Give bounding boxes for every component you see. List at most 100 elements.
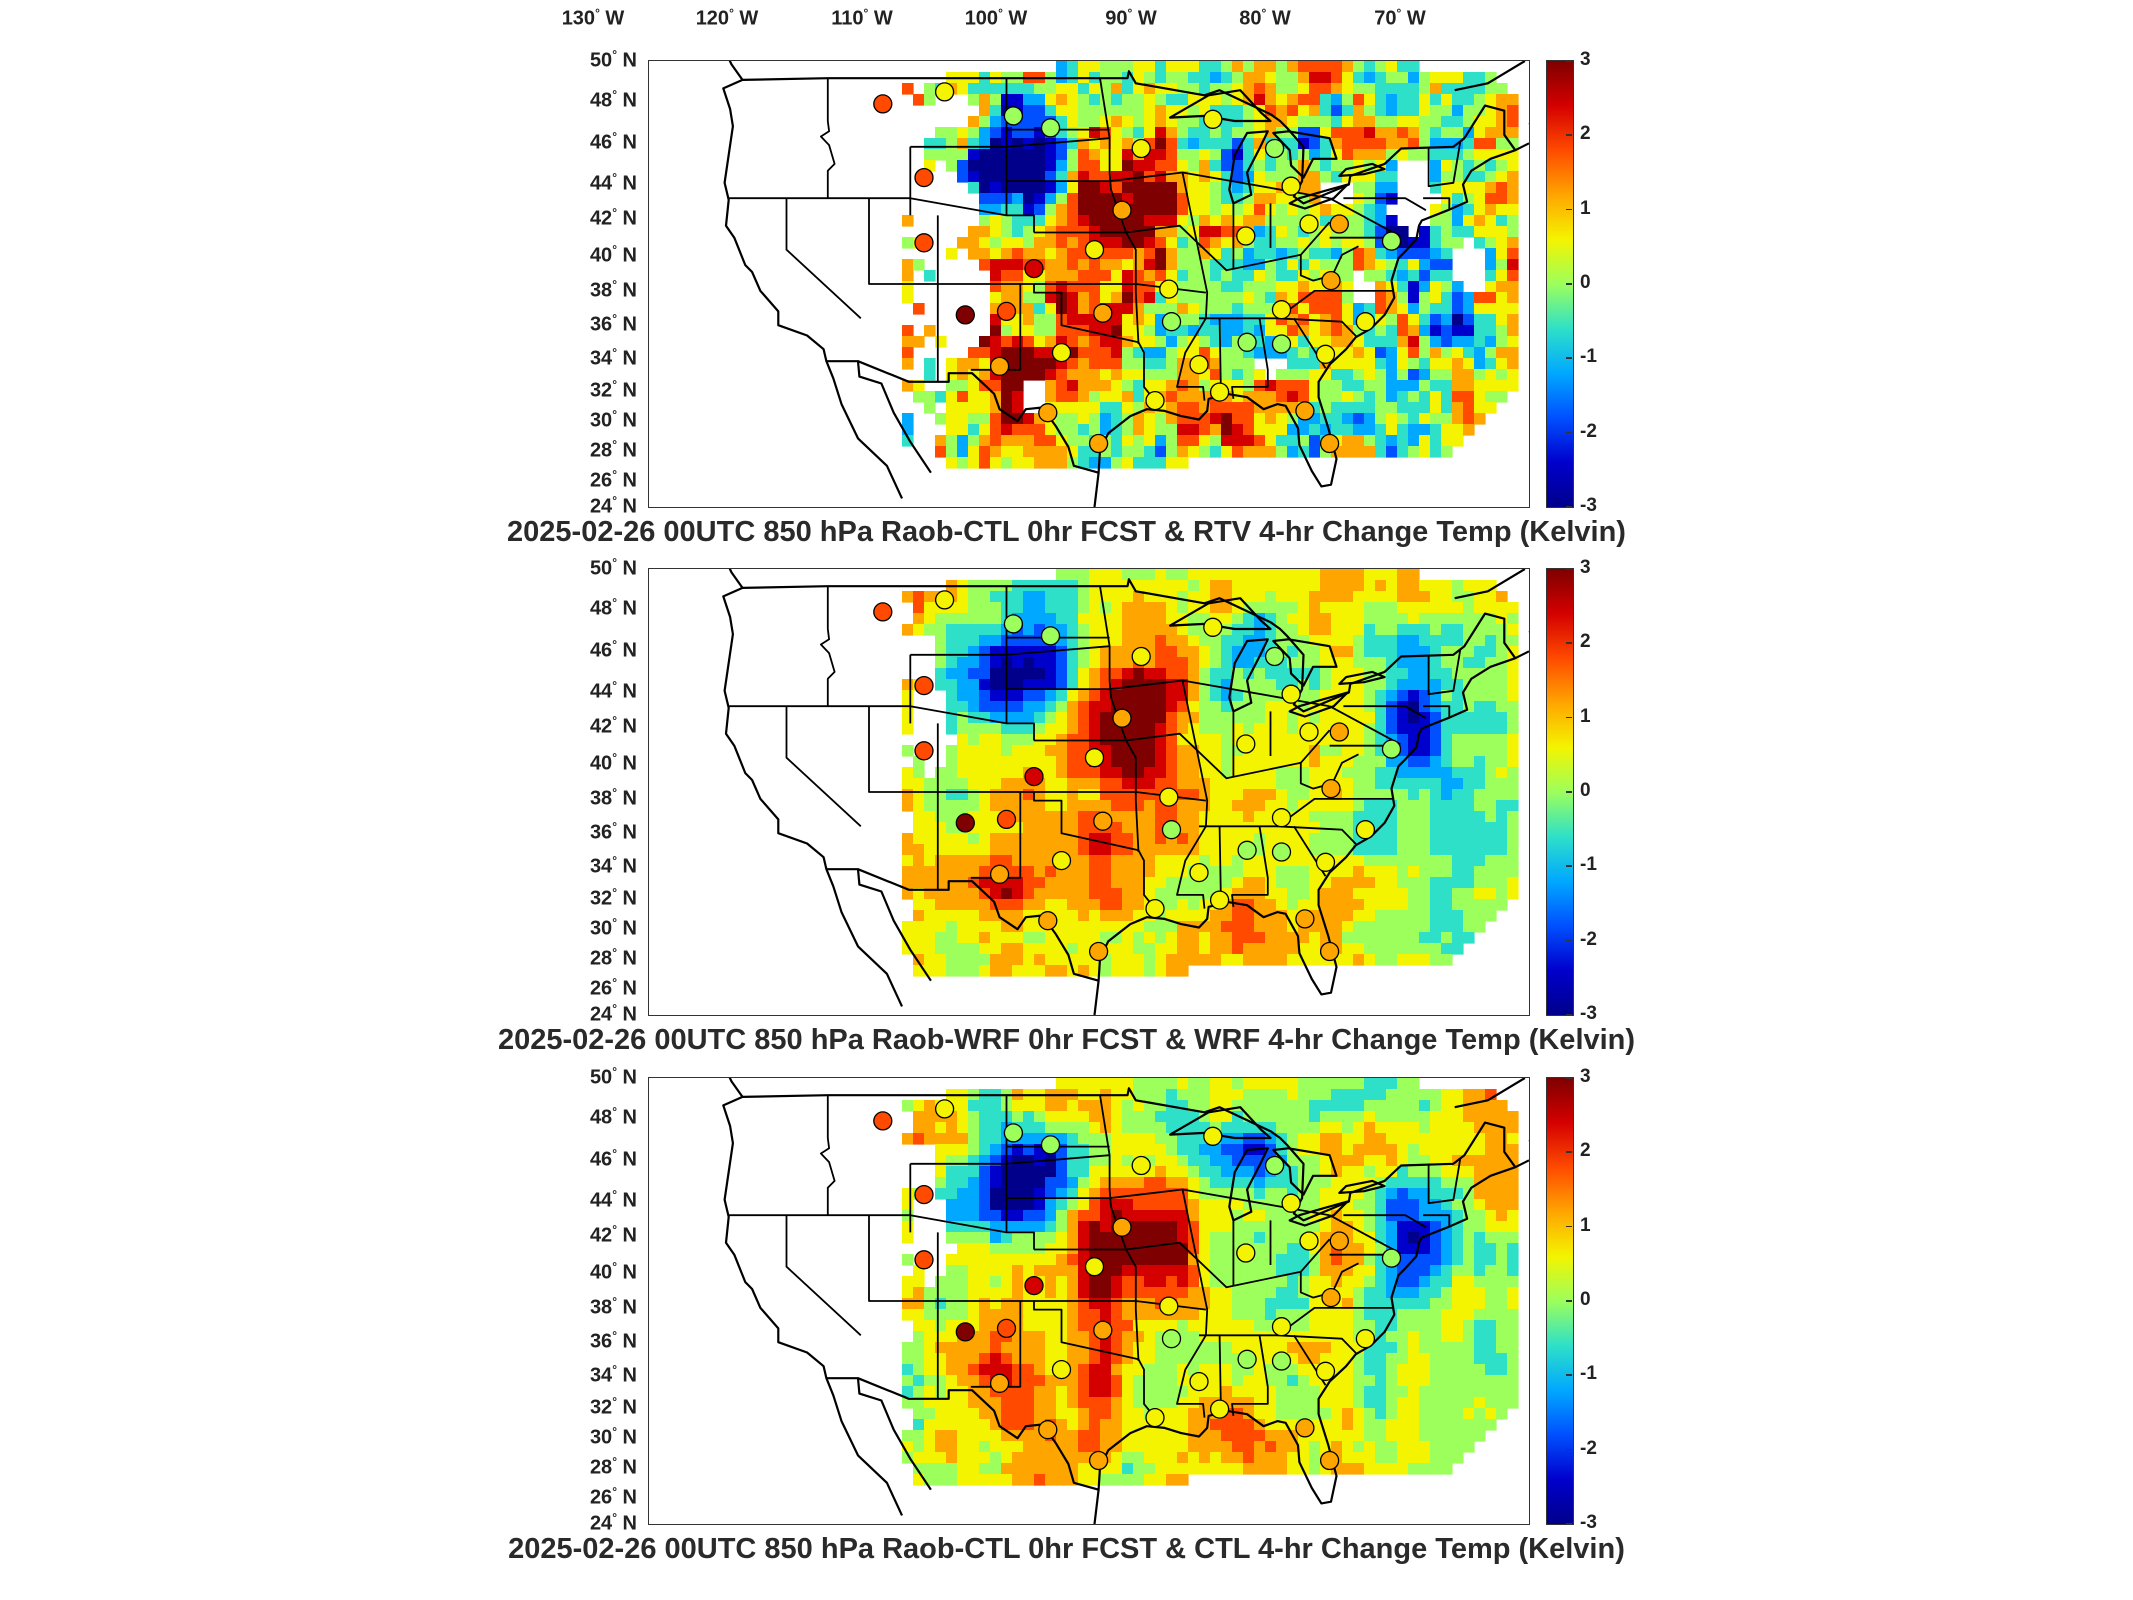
colorbar-tick-label: -2: [1580, 420, 1597, 442]
coastline-segment: [825, 1377, 903, 1516]
lon-tick-label: 80° W: [1239, 6, 1291, 30]
colorbar-tick-label: -3: [1580, 1003, 1597, 1024]
state-border: [1006, 679, 1330, 708]
state-border: [1423, 705, 1451, 719]
raob-station-marker: [914, 233, 934, 253]
raob-station-marker: [1189, 1371, 1209, 1392]
raob-station-marker: [1084, 1257, 1105, 1277]
state-border: [785, 198, 862, 319]
lat-tick-label: 48° N: [589, 87, 637, 112]
raob-stations: [873, 590, 1402, 962]
raob-station-marker: [1271, 300, 1292, 320]
coastline-segment: [728, 569, 744, 589]
map-frame: [648, 568, 1530, 1016]
raob-station-marker: [934, 82, 955, 102]
state-border: [1427, 141, 1462, 188]
great-lake: [1288, 1200, 1349, 1227]
lat-tick-label: 28° N: [589, 437, 637, 462]
coastline-segment: [1514, 1159, 1529, 1169]
raob-station-marker: [1159, 787, 1179, 807]
raob-station-marker: [1024, 766, 1044, 787]
lat-tick-label: 36° N: [589, 1328, 637, 1353]
state-border: [728, 705, 1035, 741]
raob-station-marker: [1329, 214, 1349, 234]
us-coastline: [722, 1087, 1517, 1505]
state-border: [1427, 1158, 1462, 1205]
raob-station-marker: [1093, 303, 1113, 323]
map-canvas: [722, 61, 1529, 507]
state-border: [819, 78, 836, 199]
map-boundaries: [722, 1078, 1529, 1524]
state-border: [1231, 318, 1269, 400]
raob-station-marker: [1271, 842, 1292, 862]
state-border: [1427, 649, 1462, 696]
map-panel-wrf: 50° N 48° N 46° N 44° N 42° N 40° N 38° N 36° N…: [0, 556, 2133, 1078]
colorbar-tick-mark: [1566, 283, 1572, 285]
state-border: [1033, 1301, 1152, 1414]
raob-station-marker: [1161, 1329, 1182, 1349]
raob-station-marker: [873, 602, 893, 622]
lat-tick-label: 38° N: [589, 785, 637, 810]
raob-station-marker: [1381, 739, 1402, 759]
raob-station-marker: [1145, 898, 1165, 919]
lat-tick-label: 36° N: [589, 311, 637, 336]
raob-station-marker: [934, 1099, 955, 1119]
great-lake: [1228, 638, 1269, 713]
coastline-segment: [1514, 650, 1529, 660]
lon-tick-label: 100° W: [964, 6, 1028, 30]
colorbar-tick-label: 1: [1580, 1214, 1591, 1236]
great-lake: [1272, 130, 1338, 179]
great-lake: [1288, 691, 1349, 718]
state-border: [1277, 317, 1358, 338]
raob-station-marker: [1003, 614, 1024, 634]
raob-station-marker: [914, 741, 934, 761]
state-border: [1199, 797, 1393, 828]
raob-station-marker: [914, 1250, 934, 1270]
lon-tick-label: 120° W: [695, 6, 759, 30]
panel-title: 2025-02-26 00UTC 850 hPa Raob-CTL 0hr FC…: [507, 516, 1626, 548]
raob-station-marker: [1319, 941, 1340, 962]
lat-tick-label: 30° N: [589, 407, 637, 432]
colorbar-tick-mark: [1566, 506, 1572, 508]
great-lake: [1272, 1147, 1338, 1196]
raob-station-marker: [989, 1373, 1010, 1393]
colorbar-tick-mark: [1566, 431, 1572, 434]
raob-stations: [873, 1099, 1402, 1471]
raob-station-marker: [1112, 1217, 1132, 1237]
raob-station-marker: [1209, 1399, 1230, 1419]
state-border: [1034, 221, 1331, 272]
colorbar-tick-label: -2: [1580, 1437, 1597, 1459]
state-border: [1423, 1214, 1451, 1228]
raob-station-marker: [996, 301, 1017, 322]
raob-station-marker: [1024, 1275, 1044, 1296]
raob-station-marker: [1295, 401, 1315, 421]
state-border: [1034, 1238, 1331, 1289]
raob-station-marker: [1329, 722, 1349, 742]
raob-station-marker: [1271, 1317, 1292, 1337]
coastline-segment: [1454, 569, 1526, 600]
raob-station-marker: [1084, 240, 1105, 260]
raob-station-marker: [1209, 890, 1230, 910]
raob-station-marker: [1271, 808, 1292, 828]
raob-station-marker: [1040, 118, 1061, 138]
lon-tick-label: 110° W: [831, 6, 893, 30]
state-border: [1033, 284, 1152, 397]
lat-tick-label: 40° N: [589, 1259, 637, 1284]
colorbar-tick-label: 0: [1580, 780, 1591, 801]
colorbar-tick-label: 1: [1580, 705, 1591, 727]
colorbar-tick-label: -1: [1580, 854, 1597, 876]
raob-station-marker: [1237, 1349, 1257, 1369]
map-canvas: [722, 1078, 1529, 1524]
raob-station-marker: [1264, 138, 1285, 159]
raob-station-marker: [914, 1184, 934, 1205]
raob-station-marker: [1189, 862, 1209, 883]
lat-tick-label: 32° N: [589, 885, 637, 910]
state-border: [1033, 792, 1152, 905]
raob-station-marker: [1093, 1320, 1113, 1340]
lat-tick-label: 32° N: [589, 1394, 637, 1419]
raob-station-marker: [1321, 778, 1341, 799]
raob-station-marker: [989, 864, 1010, 884]
lat-tick-label: 34° N: [589, 1362, 637, 1387]
state-border: [785, 706, 862, 827]
map-frame: [648, 60, 1530, 508]
